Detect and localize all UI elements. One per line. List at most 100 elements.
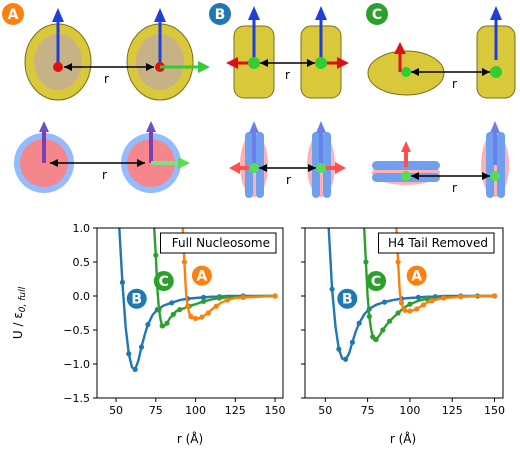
x-axis-label: r (Å) bbox=[390, 431, 416, 446]
y-tick-label: −0.5 bbox=[63, 324, 90, 337]
data-point-a bbox=[188, 313, 194, 319]
arrow-head-icon bbox=[315, 6, 327, 20]
data-point-a bbox=[441, 295, 447, 301]
plot-title: Full Nucleosome bbox=[172, 236, 270, 250]
series-label-badge bbox=[191, 265, 212, 286]
data-point-a bbox=[407, 308, 413, 314]
dna-ring bbox=[486, 132, 494, 198]
data-point-b bbox=[415, 294, 421, 300]
arrow-head-icon bbox=[259, 164, 267, 172]
panel-label-letter: A bbox=[8, 7, 19, 23]
arrow-head-icon bbox=[248, 6, 260, 20]
y-tick-label: −1.5 bbox=[63, 392, 90, 405]
series-label: A bbox=[197, 269, 208, 285]
data-point-b bbox=[343, 356, 349, 362]
dna-ring bbox=[497, 132, 505, 198]
data-point-a bbox=[429, 298, 435, 304]
data-point-a bbox=[240, 294, 246, 300]
data-point-c bbox=[387, 318, 393, 324]
panel-label-badge bbox=[366, 3, 388, 25]
series-label-badge bbox=[406, 265, 427, 286]
panel-c-schematic: r bbox=[372, 121, 509, 198]
arrow-head-icon bbox=[337, 57, 349, 69]
center-marker bbox=[248, 57, 260, 69]
arrow-head-icon bbox=[146, 121, 156, 132]
data-point-c bbox=[407, 301, 413, 307]
y-tick-label: 0.0 bbox=[73, 290, 91, 303]
data-point-a bbox=[199, 314, 205, 320]
data-point-a bbox=[272, 293, 278, 299]
arrow-head-icon bbox=[401, 141, 411, 152]
series-label: C bbox=[159, 274, 169, 290]
arrow-head-icon bbox=[39, 121, 49, 132]
data-point-b bbox=[329, 286, 335, 292]
arrow-head-icon bbox=[154, 8, 166, 22]
panel-label-letter: B bbox=[215, 7, 226, 23]
arrow-head-icon bbox=[490, 121, 500, 133]
panel-a-molecules: r bbox=[24, 8, 210, 101]
data-point-c bbox=[153, 252, 159, 258]
arrow-head-icon bbox=[335, 162, 346, 174]
panel-a-schematic: r bbox=[14, 121, 190, 193]
x-tick-label: 100 bbox=[399, 404, 420, 417]
y-axis-label: U / ε0, full bbox=[11, 286, 28, 339]
x-axis-label: r (Å) bbox=[177, 431, 203, 446]
data-point-c bbox=[164, 320, 170, 326]
arrow-head-icon bbox=[260, 59, 268, 67]
energy-plots: 50 75 100 125 150 −1.5 −1.0 −0.5 0.0 0.5 1.0 r (Å) U… bbox=[11, 222, 505, 446]
x-tick-label: 125 bbox=[225, 404, 246, 417]
center-marker bbox=[490, 171, 500, 181]
panel-b-molecules: r bbox=[226, 6, 349, 99]
x-tick-label: 125 bbox=[442, 404, 463, 417]
panel-label-b: B bbox=[209, 3, 231, 25]
series-label-badge bbox=[337, 288, 358, 309]
series-label-badge bbox=[366, 271, 387, 292]
panel-c-molecules: r bbox=[367, 6, 516, 99]
data-point-a bbox=[402, 307, 408, 313]
panel-label-c: C bbox=[366, 3, 388, 25]
data-point-b bbox=[132, 366, 138, 373]
x-tick-label: 150 bbox=[484, 404, 505, 417]
data-point-b bbox=[126, 351, 132, 357]
data-point-c bbox=[363, 259, 369, 265]
data-point-c bbox=[380, 327, 386, 333]
plot-panel-1: 50 75 100 125 150 −1.5 −1.0 −0.5 0.0 0.5 1.0 r (Å) U… bbox=[11, 222, 286, 446]
data-point-b bbox=[356, 320, 362, 326]
y-tick-label: 1.0 bbox=[73, 222, 91, 235]
data-point-a bbox=[192, 315, 199, 322]
data-point-b bbox=[119, 279, 126, 285]
y-axis-label-main: U / ε bbox=[11, 312, 25, 339]
arrow-head-icon bbox=[490, 6, 502, 20]
distance-label: r bbox=[286, 173, 291, 187]
data-point-b bbox=[336, 346, 342, 352]
series-label: B bbox=[131, 292, 142, 308]
arrow-head-icon bbox=[307, 59, 315, 67]
center-marker bbox=[490, 66, 502, 78]
arrow-head-icon bbox=[198, 61, 210, 73]
data-point-a bbox=[205, 310, 211, 316]
y-tick-label: 0.5 bbox=[73, 256, 91, 269]
plot-frame bbox=[96, 227, 284, 399]
x-tick-label: 150 bbox=[265, 404, 286, 417]
data-point-c bbox=[216, 295, 223, 301]
series-label-badge bbox=[153, 271, 174, 292]
arrow-head-icon bbox=[50, 159, 58, 167]
center-marker bbox=[315, 57, 327, 69]
x-tick-label: 50 bbox=[318, 404, 332, 417]
x-tick-label: 50 bbox=[109, 404, 123, 417]
x-tick-label: 75 bbox=[361, 404, 375, 417]
dna-ring bbox=[323, 132, 331, 198]
arrow-head-icon bbox=[137, 159, 145, 167]
arrow-head-icon bbox=[308, 164, 316, 172]
center-marker bbox=[401, 171, 411, 181]
data-point-a bbox=[224, 297, 230, 303]
arrow-head-icon bbox=[411, 68, 419, 76]
center-marker bbox=[316, 163, 326, 173]
data-point-b bbox=[145, 321, 151, 328]
arrow-head-icon bbox=[482, 172, 490, 180]
distance-label: r bbox=[452, 181, 457, 195]
plot-panel-2: 50 75 100 125 150 r (Å) H4 Tail Removed B C A bbox=[301, 227, 505, 446]
arrow-head-icon bbox=[146, 63, 154, 71]
distance-label: r bbox=[104, 72, 109, 86]
